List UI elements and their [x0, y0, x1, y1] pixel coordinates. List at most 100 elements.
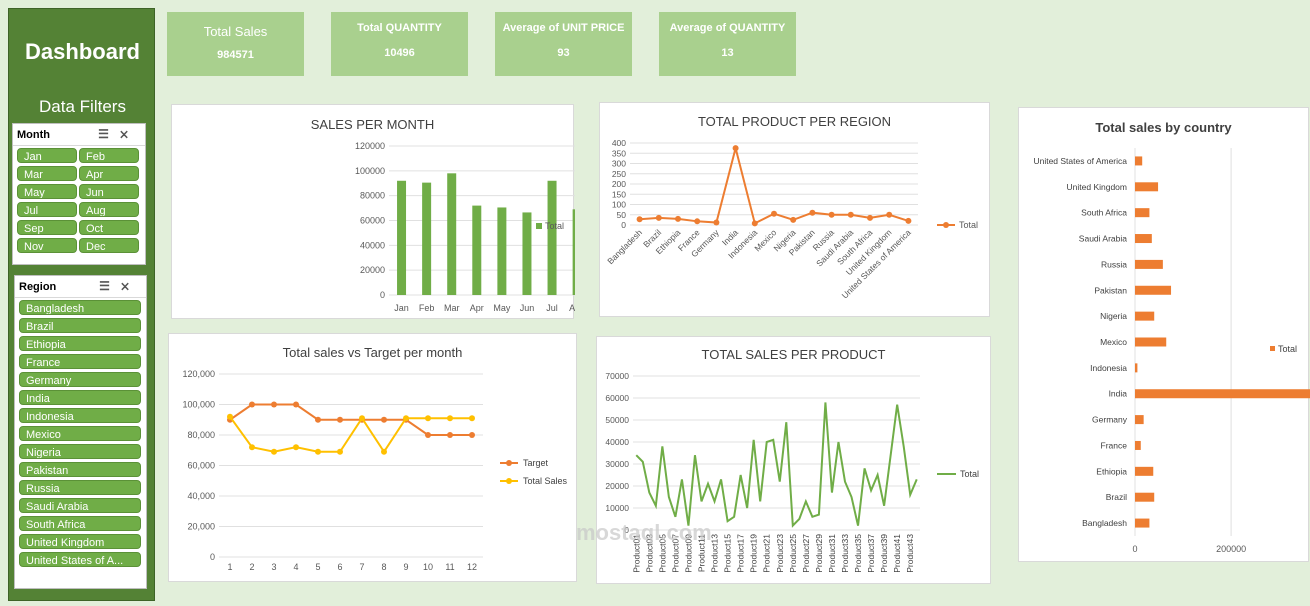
month-chip-feb[interactable]: Feb: [79, 148, 139, 163]
region-chip-france[interactable]: France: [19, 354, 141, 369]
bar: [548, 181, 557, 295]
clear-filter-icon[interactable]: ⨯: [120, 279, 140, 293]
legend-label: Total: [959, 220, 978, 230]
region-chip-saudi-arabia[interactable]: Saudi Arabia: [19, 498, 141, 513]
data-point: [469, 415, 475, 421]
x-tick-label: 2: [249, 562, 254, 572]
y-tick-label: 300: [612, 159, 626, 169]
data-point: [227, 414, 233, 420]
y-tick-label: 0: [621, 220, 626, 230]
y-tick-label: Brazil: [1106, 492, 1127, 502]
bar: [1135, 363, 1137, 372]
y-tick-label: 120,000: [182, 369, 215, 379]
month-chip-oct[interactable]: Oct: [79, 220, 139, 235]
total-sales-by-country-chart: Total sales by country 0200000400000Unit…: [1018, 107, 1309, 562]
region-chip-russia[interactable]: Russia: [19, 480, 141, 495]
y-tick-label: 60000: [605, 393, 629, 403]
total-product-per-region-chart: TOTAL PRODUCT PER REGION 0 50 100 150 200 250…: [599, 102, 990, 317]
x-tick-label: Apr: [470, 303, 484, 313]
y-tick-label: 120000: [355, 141, 385, 151]
sales-per-product-svg: 0 10000 20000 30000 40000 50000 60000 70000 Prod…: [597, 337, 992, 585]
month-chip-sep[interactable]: Sep: [17, 220, 77, 235]
x-tick-label: 3: [271, 562, 276, 572]
x-tick-label: 9: [403, 562, 408, 572]
data-point: [886, 212, 892, 218]
bar: [1135, 389, 1310, 398]
sales-per-month-chart: SALES PER MONTH 0 20000 40000 60000 80000 100…: [171, 104, 574, 319]
month-chip-nov[interactable]: Nov: [17, 238, 77, 253]
bar: [573, 209, 575, 295]
x-tick-label: Product33: [840, 534, 850, 573]
region-chip-bangladesh[interactable]: Bangladesh: [19, 300, 141, 315]
data-point: [359, 415, 365, 421]
data-point: [293, 444, 299, 450]
kpi-total-quantity: Total QUANTITY 10496: [331, 12, 468, 76]
x-tick-label: Product21: [762, 534, 772, 573]
chart-title: Total sales by country: [1019, 120, 1308, 135]
region-chip-united-states-of-a-[interactable]: United States of A...: [19, 552, 141, 567]
x-tick-label: Bangladesh: [605, 227, 644, 266]
region-chip-mexico[interactable]: Mexico: [19, 426, 141, 441]
region-chip-nigeria[interactable]: Nigeria: [19, 444, 141, 459]
sales-vs-target-svg: 0 20,000 40,000 60,000 80,000 100,000 120,000 T…: [169, 334, 578, 583]
region-chip-indonesia[interactable]: Indonesia: [19, 408, 141, 423]
region-chip-pakistan[interactable]: Pakistan: [19, 462, 141, 477]
y-tick-label: 20000: [360, 265, 385, 275]
month-chip-jun[interactable]: Jun: [79, 184, 139, 199]
x-tick-label: Product17: [736, 534, 746, 573]
data-point: [249, 444, 255, 450]
dashboard-title: Dashboard: [9, 39, 156, 65]
y-tick-label: 20000: [605, 481, 629, 491]
month-chip-may[interactable]: May: [17, 184, 77, 199]
y-tick-label: 40,000: [187, 491, 215, 501]
product-region-svg: 050100150200250300350400BangladeshBrazil…: [600, 103, 991, 318]
x-tick-label: Aug: [569, 303, 575, 313]
multi-select-icon[interactable]: ☰: [98, 127, 119, 141]
kpi-average-unit-price: Average of UNIT PRICE 93: [495, 12, 632, 76]
region-chip-south-africa[interactable]: South Africa: [19, 516, 141, 531]
region-chip-germany[interactable]: Germany: [19, 372, 141, 387]
sales-vs-target-chart: Total sales vs Target per month 0 20,000 4…: [168, 333, 577, 582]
x-tick-label: Jun: [520, 303, 535, 313]
month-chip-jul[interactable]: Jul: [17, 202, 77, 217]
data-point: [752, 220, 758, 226]
month-chip-apr[interactable]: Apr: [79, 166, 139, 181]
bar: [472, 206, 481, 295]
legend-label: Total: [960, 469, 979, 479]
month-chip-jan[interactable]: Jan: [17, 148, 77, 163]
kpi-label: Total Sales: [167, 24, 304, 39]
region-slicer: Region ☰⨯ Bangladesh Brazil Ethiopia France…: [14, 275, 147, 589]
region-chip-united-kingdom[interactable]: United Kingdom: [19, 534, 141, 549]
x-tick-label: 6: [337, 562, 342, 572]
month-chip-mar[interactable]: Mar: [17, 166, 77, 181]
month-chip-aug[interactable]: Aug: [79, 202, 139, 217]
x-tick-label: 5: [315, 562, 320, 572]
multi-select-icon[interactable]: ☰: [99, 279, 120, 293]
x-tick-label: Jan: [394, 303, 409, 313]
legend-label: Total: [1278, 344, 1297, 354]
data-point: [315, 417, 321, 423]
bar: [1135, 493, 1154, 502]
data-point: [809, 210, 815, 216]
month-chip-dec[interactable]: Dec: [79, 238, 139, 253]
x-tick-label: Product41: [892, 534, 902, 573]
region-chip-india[interactable]: India: [19, 390, 141, 405]
y-tick-label: 40000: [360, 240, 385, 250]
y-tick-label: 350: [612, 148, 626, 158]
data-point: [315, 449, 321, 455]
x-tick-label: 1: [227, 562, 232, 572]
total-sales-per-product-chart: TOTAL SALES PER PRODUCT 0 10000 20000 30000…: [596, 336, 991, 584]
bar: [1135, 286, 1171, 295]
month-slicer-label: Month: [17, 129, 50, 141]
x-tick-label: 7: [359, 562, 364, 572]
region-chip-ethiopia[interactable]: Ethiopia: [19, 336, 141, 351]
y-tick-label: 20,000: [187, 522, 215, 532]
data-point: [733, 145, 739, 151]
data-point: [403, 415, 409, 421]
clear-filter-icon[interactable]: ⨯: [119, 127, 139, 141]
bar: [1135, 467, 1153, 476]
y-tick-label: Nigeria: [1100, 311, 1127, 321]
data-point: [249, 402, 255, 408]
x-tick-label: Product35: [853, 534, 863, 573]
region-chip-brazil[interactable]: Brazil: [19, 318, 141, 333]
